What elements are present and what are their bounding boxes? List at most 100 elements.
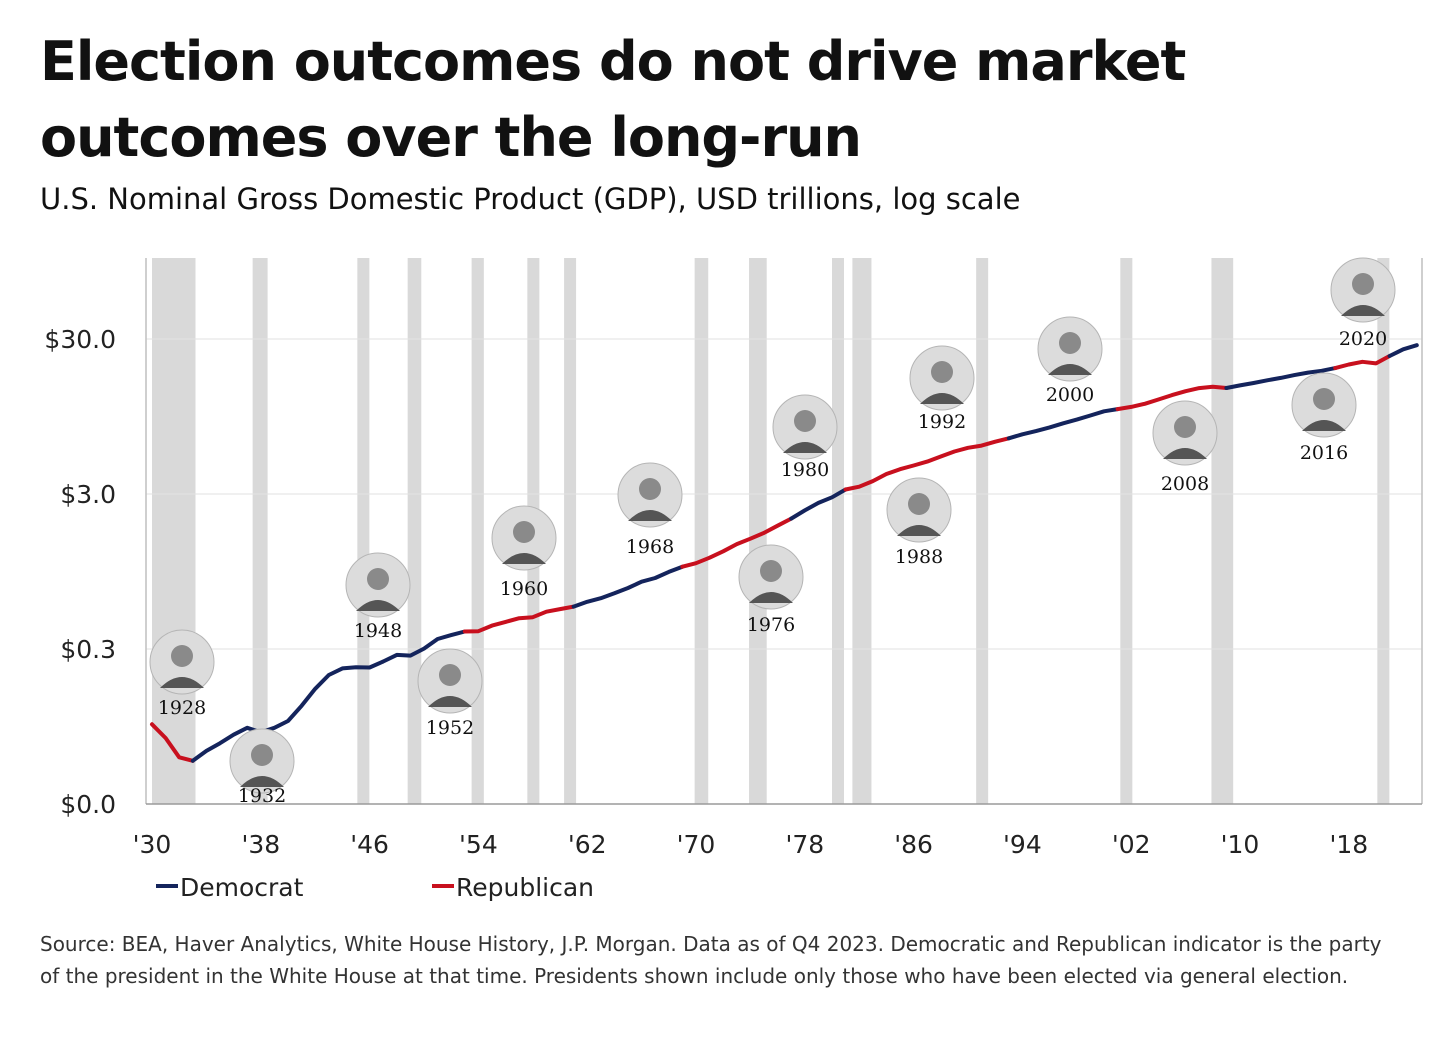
portrait-body-icon: [428, 696, 472, 707]
recession-band: [976, 258, 989, 804]
x-tick-label: '70: [677, 830, 716, 859]
portrait-head-icon: [931, 361, 953, 383]
series-line-democrat: [190, 629, 467, 763]
x-tick-label: '02: [1112, 830, 1151, 859]
president-year-label: 1932: [238, 785, 286, 807]
recession-band: [749, 258, 767, 804]
president-year-label: 2020: [1339, 328, 1387, 350]
president-marker-1928: 1928: [149, 629, 215, 719]
president-year-label: 1988: [895, 546, 943, 568]
portrait-body-icon: [1048, 364, 1092, 375]
portrait-head-icon: [760, 560, 782, 582]
recession-band: [252, 258, 268, 804]
x-tick-label: '30: [133, 830, 172, 859]
portrait-body-icon: [240, 776, 284, 787]
portrait-head-icon: [639, 478, 661, 500]
portrait-body-icon: [1302, 420, 1346, 431]
president-year-label: 2000: [1046, 384, 1094, 406]
president-year-label: 1952: [426, 717, 474, 739]
series-line-republican: [680, 516, 794, 569]
x-tick-label: '46: [350, 830, 389, 859]
president-marker-2000: 2000: [1037, 316, 1103, 406]
president-year-label: 2016: [1300, 442, 1348, 464]
legend-label: Democrat: [180, 873, 304, 902]
president-year-label: 1968: [626, 536, 674, 558]
y-tick-label: $3.0: [60, 480, 116, 509]
page-title: Election outcomes do not drive market ou…: [40, 30, 1186, 169]
president-markers: 1928 1932 1948 1952 1960 1968 1976 1980 1988 1992…: [149, 257, 1396, 807]
president-marker-2016: 2016: [1291, 372, 1357, 464]
portrait-head-icon: [908, 493, 930, 515]
x-tick-label: '18: [1329, 830, 1368, 859]
president-marker-1988: 1988: [886, 477, 952, 568]
recession-band: [1377, 258, 1390, 804]
series-line-democrat: [1006, 407, 1120, 441]
president-marker-2020: 2020: [1330, 257, 1396, 350]
portrait-head-icon: [1059, 332, 1081, 354]
portrait-head-icon: [251, 744, 273, 766]
portrait-head-icon: [367, 568, 389, 590]
president-marker-1932: 1932: [229, 728, 295, 807]
series-line-democrat: [1224, 366, 1338, 390]
recession-band: [357, 258, 370, 804]
president-year-label: 1948: [354, 620, 402, 642]
portrait-head-icon: [171, 645, 193, 667]
portrait-body-icon: [1341, 305, 1385, 316]
president-marker-1976: 1976: [738, 544, 804, 636]
portrait-body-icon: [920, 393, 964, 404]
president-year-label: 1960: [500, 578, 548, 600]
series-line-republican: [150, 722, 195, 763]
y-tick-label: $30.0: [44, 325, 116, 354]
portrait-body-icon: [783, 442, 827, 453]
portrait-body-icon: [749, 592, 793, 603]
series-line-democrat: [789, 487, 848, 521]
portrait-head-icon: [1313, 388, 1335, 410]
x-tick-label: '78: [785, 830, 824, 859]
axes: $0.0 $0.3 $3.0 $30.0 '30 '38 '46 '54 '62 '70 '78 '8…: [44, 258, 1423, 859]
x-tick-label: '54: [459, 830, 498, 859]
portrait-body-icon: [628, 510, 672, 521]
portrait-head-icon: [1352, 273, 1374, 295]
series-line-democrat: [1387, 343, 1419, 358]
legend-label: Republican: [456, 873, 594, 902]
president-year-label: 1928: [158, 697, 206, 719]
portrait-body-icon: [356, 600, 400, 611]
recession-band: [152, 258, 196, 804]
recession-band: [694, 258, 709, 804]
x-tick-label: '38: [241, 830, 280, 859]
president-year-label: 2008: [1161, 473, 1209, 495]
recession-band: [407, 258, 422, 804]
y-tick-label: $0.0: [60, 790, 116, 819]
series-line-democrat: [571, 564, 685, 609]
portrait-head-icon: [439, 664, 461, 686]
x-tick-label: '10: [1221, 830, 1260, 859]
portrait-body-icon: [502, 553, 546, 564]
y-tick-label: $0.3: [60, 635, 116, 664]
president-year-label: 1992: [918, 411, 966, 433]
x-tick-label: '62: [568, 830, 607, 859]
president-marker-1952: 1952: [417, 648, 483, 739]
portrait-head-icon: [1174, 416, 1196, 438]
gdp-series: [150, 343, 1419, 763]
president-marker-1968: 1968: [617, 462, 683, 558]
president-marker-1960: 1960: [491, 505, 557, 600]
portrait-body-icon: [160, 677, 204, 688]
recession-band: [852, 258, 872, 804]
president-year-label: 1980: [781, 459, 829, 481]
president-marker-1980: 1980: [772, 394, 838, 481]
president-marker-2008: 2008: [1152, 400, 1218, 495]
x-tick-label: '94: [1003, 830, 1042, 859]
president-marker-1948: 1948: [345, 552, 411, 642]
chart-subtitle: U.S. Nominal Gross Domestic Product (GDP…: [40, 182, 1021, 216]
recession-bands: [152, 258, 1390, 804]
series-line-republican: [843, 436, 1011, 492]
recession-band: [1211, 258, 1234, 804]
president-marker-1992: 1992: [909, 345, 975, 433]
recession-band: [564, 258, 577, 804]
series-line-republican: [1333, 354, 1392, 371]
x-tick-label: '86: [894, 830, 933, 859]
gridlines: [146, 338, 1422, 650]
portrait-head-icon: [794, 410, 816, 432]
portrait-body-icon: [897, 525, 941, 536]
